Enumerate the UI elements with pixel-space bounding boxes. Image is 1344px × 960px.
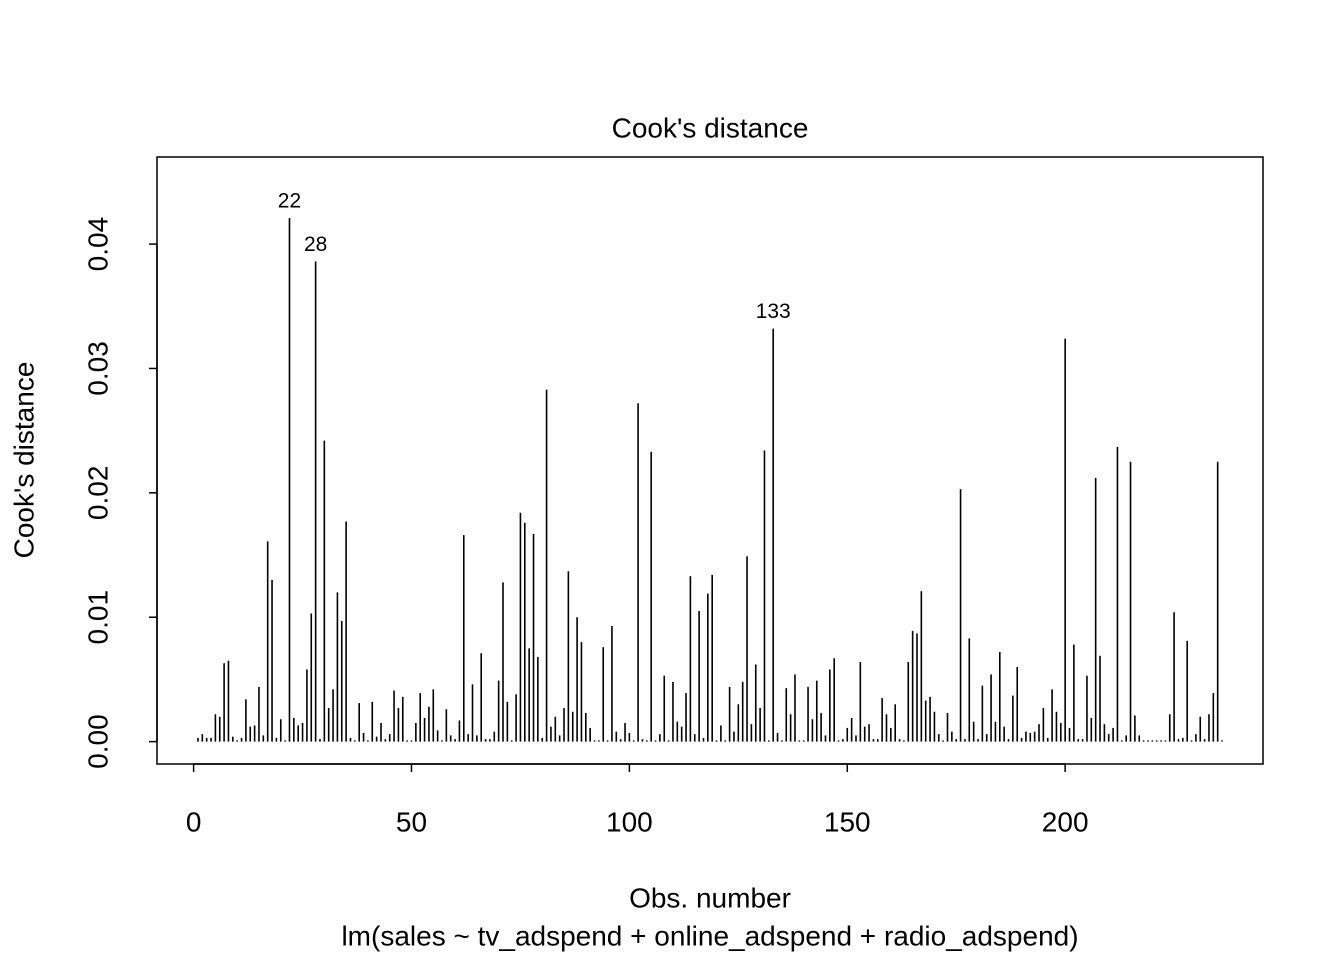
point-label: 133 [756,300,791,323]
point-label: 22 [278,189,301,212]
y-tick-label: 0.04 [82,217,113,272]
x-tick-label: 0 [186,806,202,837]
x-tick-label: 100 [606,806,653,837]
y-tick-label: 0.00 [82,714,113,769]
x-axis-label: Obs. number [629,882,791,913]
x-tick-label: 150 [824,806,871,837]
subtitle: lm(sales ~ tv_adspend + online_adspend +… [341,920,1078,951]
point-label: 28 [304,233,327,256]
y-axis-label: Cook's distance [8,362,39,559]
y-tick-label: 0.02 [82,466,113,521]
y-tick-label: 0.03 [82,341,113,396]
y-tick-label: 0.01 [82,590,113,645]
chart-title: Cook's distance [612,112,809,143]
x-tick-label: 200 [1042,806,1089,837]
x-tick-label: 50 [396,806,427,837]
